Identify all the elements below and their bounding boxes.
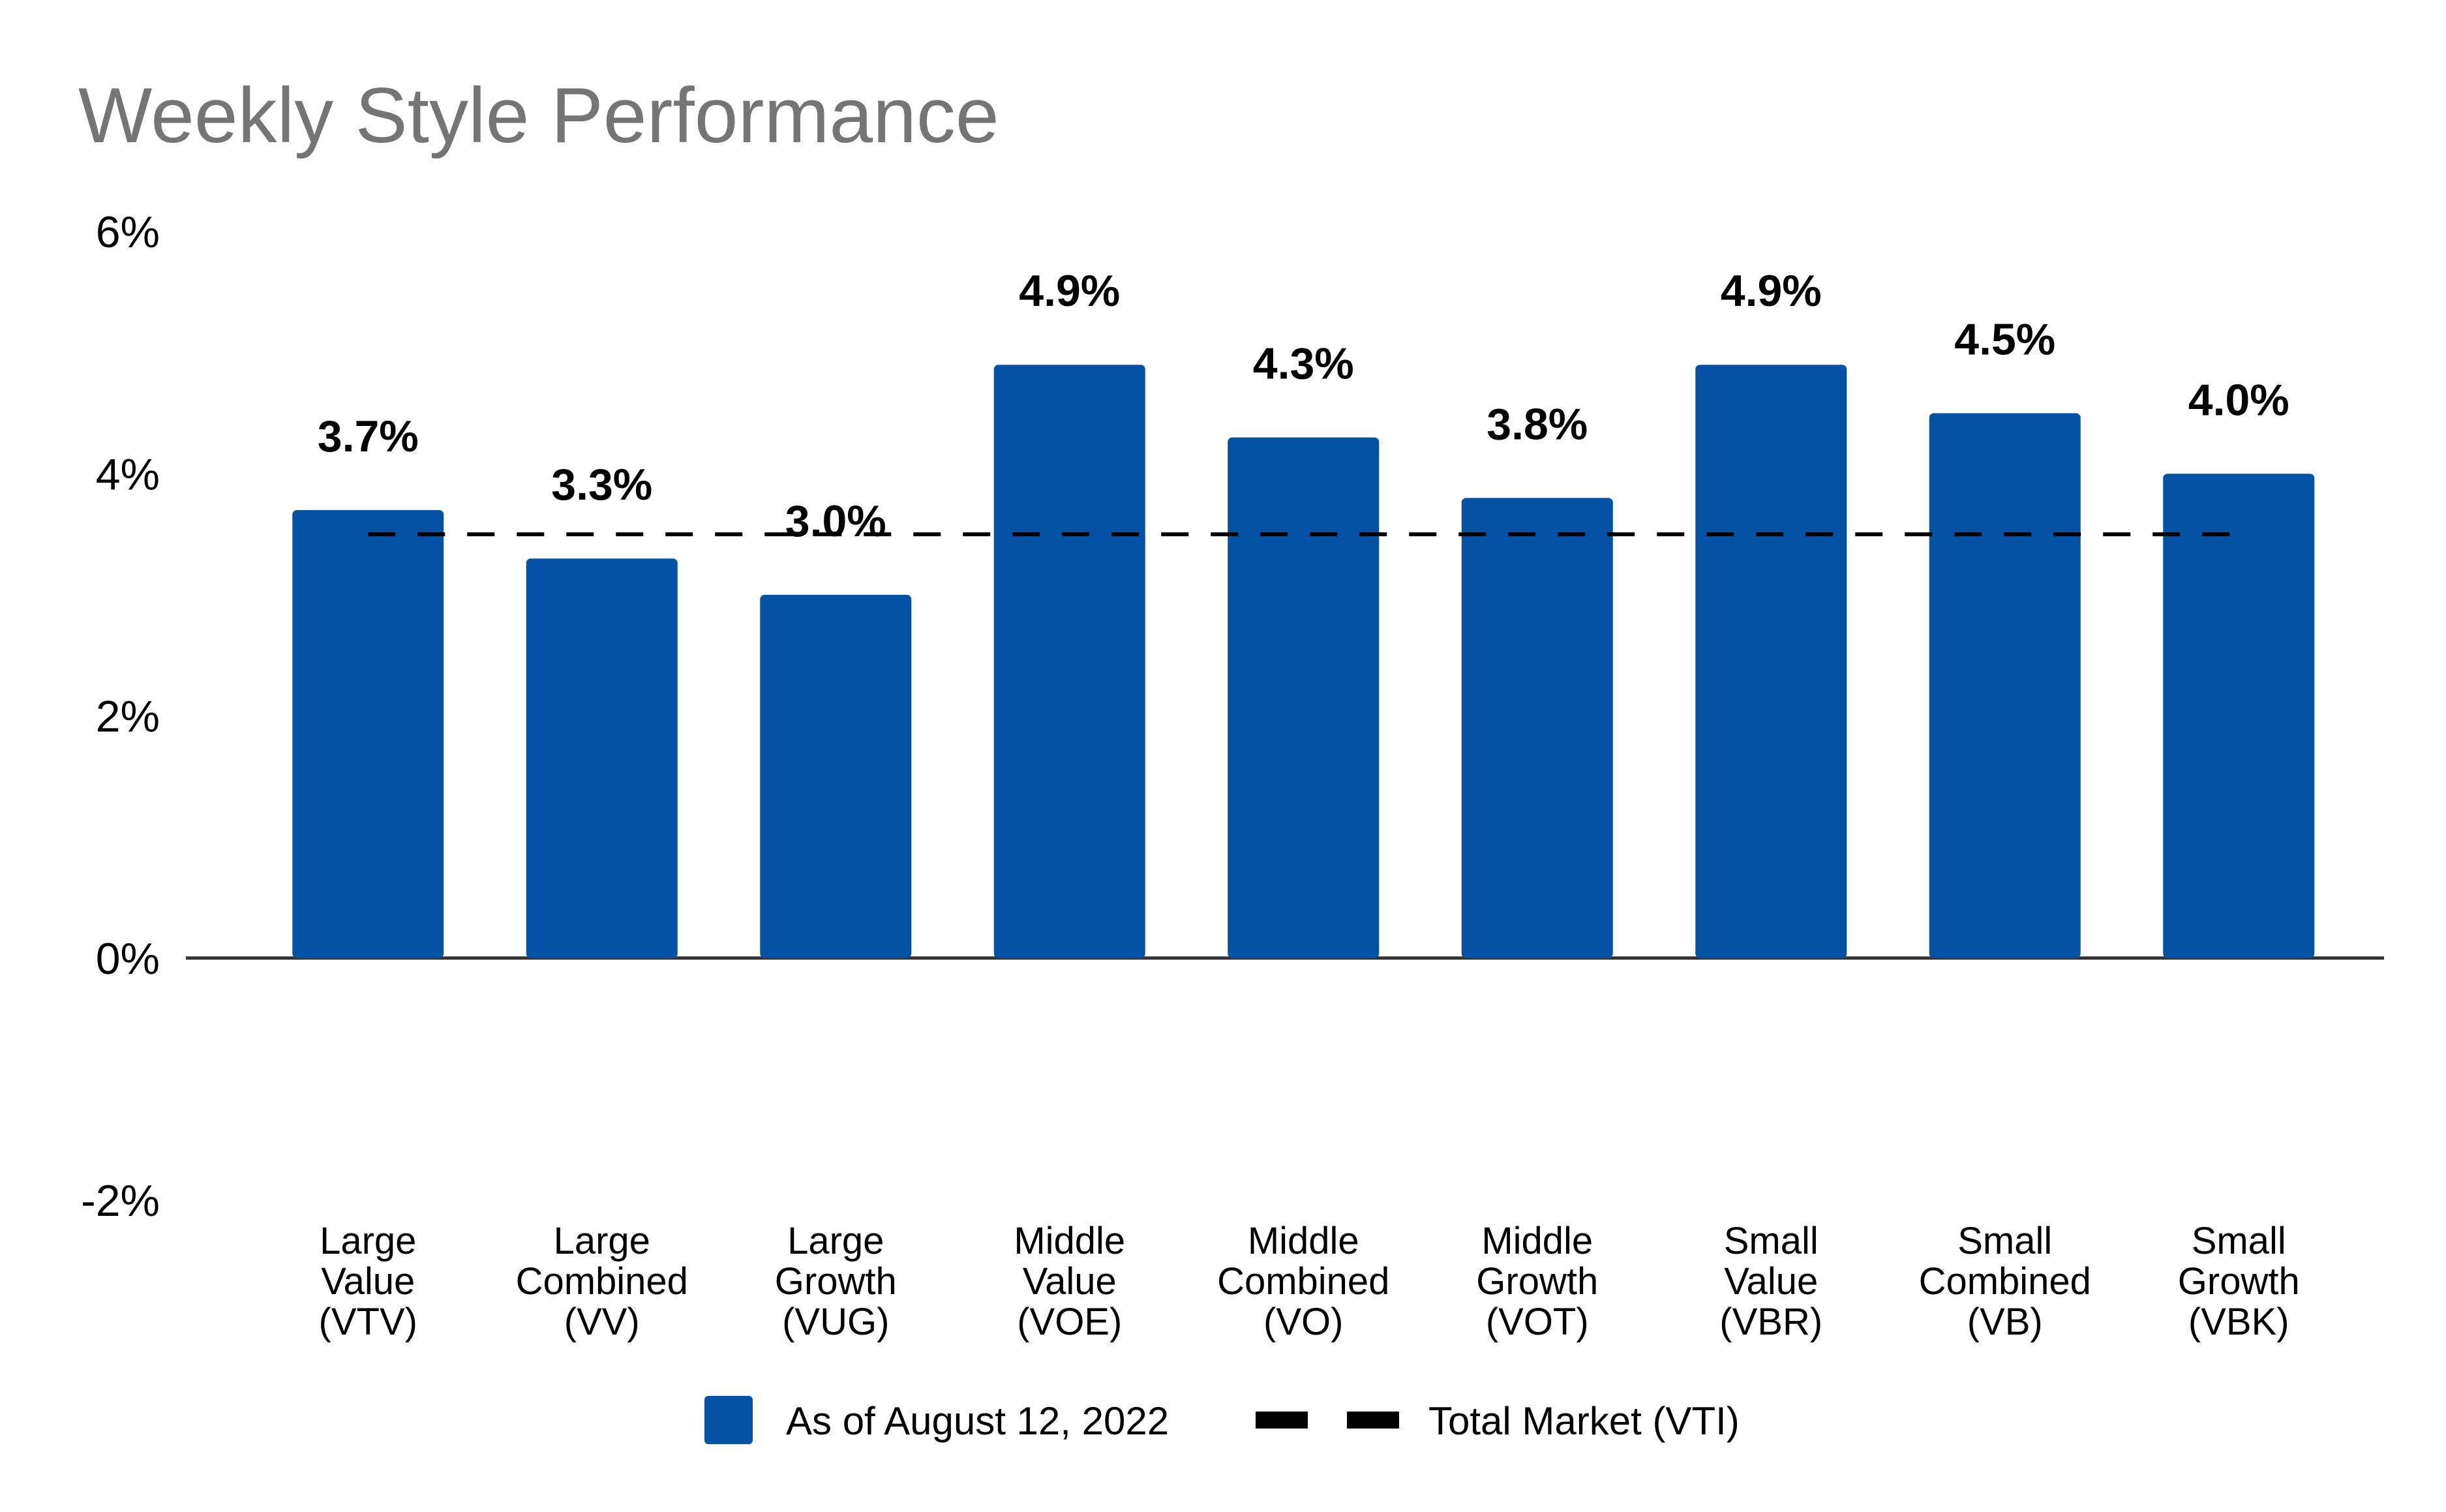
bar: [1695, 365, 1847, 958]
x-tick-label: (VB): [1967, 1301, 2043, 1343]
bar-value-label: 3.8%: [1487, 399, 1588, 449]
bar: [760, 594, 912, 958]
bar-value-label: 4.3%: [1253, 339, 1354, 389]
bar-value-label: 3.3%: [551, 460, 652, 509]
legend-bar-swatch: [704, 1396, 753, 1444]
x-tick-label: (VO): [1263, 1301, 1343, 1343]
y-tick-label: 0%: [96, 934, 160, 984]
x-tick-label: Combined: [1217, 1260, 1389, 1303]
bar-value-label: 3.0%: [785, 496, 886, 546]
x-tick-label: Small: [1957, 1220, 2052, 1262]
bar-value-label: 4.9%: [1721, 266, 1822, 316]
x-tick-label: Middle: [1014, 1220, 1125, 1262]
x-tick-label: Large: [320, 1220, 416, 1262]
legend-series-label: As of August 12, 2022: [786, 1399, 1169, 1443]
legend: As of August 12, 2022 Total Market (VTI): [704, 1396, 1740, 1444]
y-tick-label: 4%: [96, 449, 160, 499]
bar: [993, 365, 1145, 958]
legend-reference-label: Total Market (VTI): [1428, 1399, 1740, 1443]
x-tick-label: Small: [2192, 1220, 2286, 1262]
bar: [526, 558, 678, 958]
x-tick-label: (VTV): [319, 1301, 417, 1343]
data-labels: 3.7% 3.3% 3.0% 4.9% 4.3% 3.8% 4.9% 4.5% 4.0%: [318, 266, 2289, 546]
x-tick-label: Combined: [516, 1260, 688, 1303]
x-tick-label: (VUG): [782, 1301, 889, 1343]
x-tick-label: Growth: [775, 1260, 897, 1303]
bar-value-label: 4.9%: [1019, 266, 1120, 316]
x-tick-label: Combined: [1919, 1260, 2091, 1303]
x-tick-label: (VBK): [2188, 1301, 2289, 1343]
bar: [1228, 437, 1380, 958]
bar: [292, 509, 444, 958]
bar-series: [292, 365, 2315, 958]
x-tick-label: Large: [554, 1220, 650, 1262]
x-tick-label: (VBR): [1719, 1301, 1822, 1343]
bar-value-label: 4.5%: [1954, 314, 2055, 364]
bar-value-label: 3.7%: [318, 412, 419, 461]
x-tick-label: Growth: [1476, 1260, 1598, 1303]
x-tick-label: Value: [321, 1260, 415, 1303]
x-tick-label: Middle: [1481, 1220, 1593, 1262]
y-axis-ticks: -2% 0% 2% 4% 6%: [81, 207, 160, 1226]
bar: [1929, 413, 2081, 958]
y-tick-label: -2%: [81, 1176, 160, 1226]
bar: [1461, 498, 1613, 958]
y-tick-label: 2%: [96, 692, 160, 742]
chart-title: Weekly Style Performance: [78, 72, 999, 159]
bar: [2163, 474, 2315, 958]
x-axis-category-labels: LargeValue(VTV)LargeCombined(VV)LargeGro…: [319, 1220, 2300, 1343]
y-tick-label: 6%: [96, 207, 160, 257]
x-tick-label: Large: [787, 1220, 884, 1262]
x-tick-label: Value: [1023, 1260, 1117, 1303]
x-tick-label: (VOE): [1017, 1301, 1122, 1343]
x-tick-label: Growth: [2178, 1260, 2300, 1303]
x-tick-label: (VOT): [1486, 1301, 1589, 1343]
x-tick-label: (VV): [564, 1301, 640, 1343]
x-tick-label: Middle: [1248, 1220, 1359, 1262]
bar-value-label: 4.0%: [2188, 375, 2289, 425]
x-tick-label: Small: [1724, 1220, 1819, 1262]
x-tick-label: Value: [1724, 1260, 1818, 1303]
